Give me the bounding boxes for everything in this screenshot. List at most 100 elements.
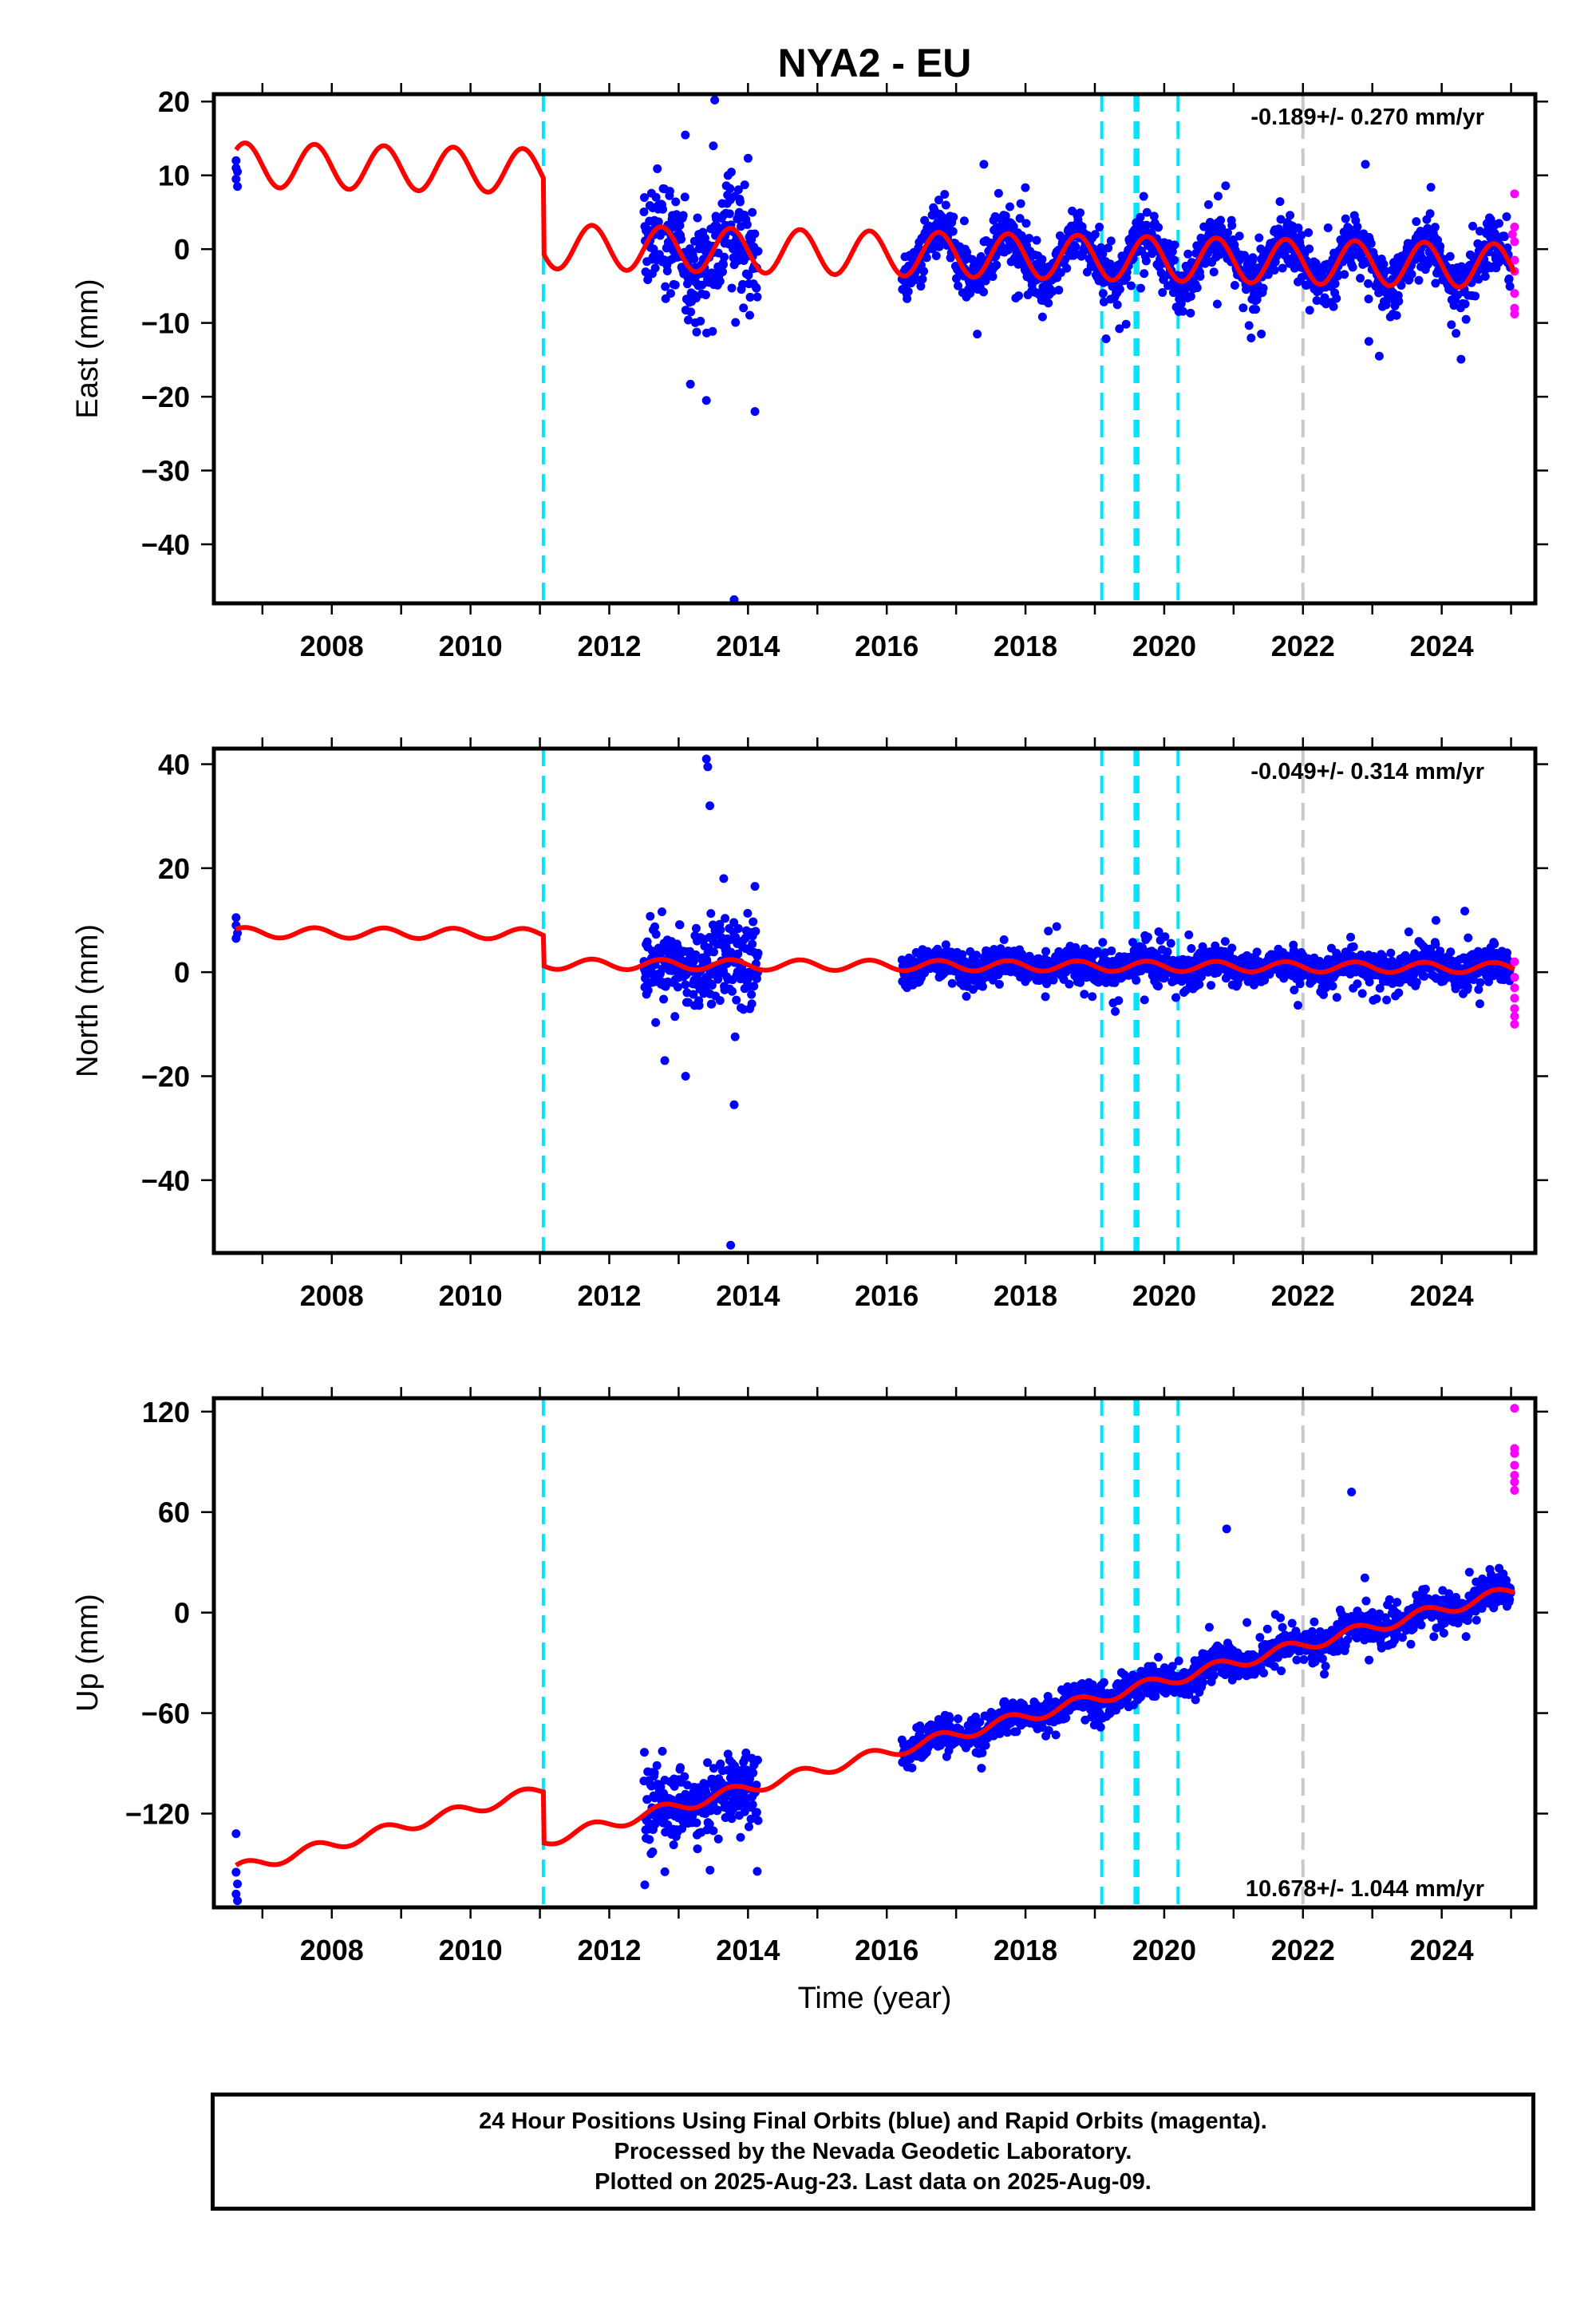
final-orbit-point bbox=[1412, 217, 1421, 227]
chart-title: NYA2 - EU bbox=[778, 41, 972, 85]
y-tick-label: −30 bbox=[141, 455, 190, 488]
final-orbit-point bbox=[1154, 927, 1163, 937]
final-orbit-point bbox=[751, 927, 760, 936]
x-tick-label: 2024 bbox=[1410, 630, 1474, 662]
final-orbit-point bbox=[753, 292, 762, 302]
final-orbit-point bbox=[677, 235, 686, 244]
final-orbit-point bbox=[1275, 197, 1285, 207]
final-orbit-point bbox=[1255, 1633, 1265, 1642]
final-orbit-point bbox=[1041, 947, 1051, 956]
final-orbit-point bbox=[639, 1748, 649, 1757]
final-orbit-point bbox=[1295, 979, 1305, 989]
rapid-orbit-point bbox=[1510, 310, 1519, 319]
final-orbit-point bbox=[1115, 284, 1124, 294]
final-orbit-point bbox=[676, 1763, 685, 1773]
final-orbit-point bbox=[1154, 1652, 1163, 1662]
final-orbit-point bbox=[1374, 351, 1384, 361]
final-orbit-point bbox=[1088, 992, 1097, 1002]
final-orbit-point bbox=[1203, 200, 1213, 209]
final-orbit-point bbox=[1114, 996, 1124, 1006]
final-orbit-point bbox=[685, 379, 695, 389]
final-orbit-point bbox=[1404, 927, 1413, 937]
final-orbit-point bbox=[726, 1240, 736, 1250]
final-orbit-point bbox=[1209, 267, 1219, 277]
final-orbit-point bbox=[1076, 208, 1085, 218]
final-orbit-point bbox=[979, 160, 989, 169]
final-orbit-point bbox=[1340, 270, 1349, 279]
final-orbit-point bbox=[691, 950, 701, 959]
final-orbit-point bbox=[1321, 1662, 1330, 1671]
final-orbit-point bbox=[654, 217, 663, 227]
final-orbit-point bbox=[1186, 308, 1195, 318]
final-orbit-point bbox=[733, 923, 743, 933]
final-orbit-point bbox=[1052, 922, 1061, 931]
final-orbit-point bbox=[658, 964, 667, 974]
final-orbit-point bbox=[1330, 279, 1340, 289]
final-orbit-point bbox=[1101, 334, 1111, 343]
x-tick-label: 2012 bbox=[577, 1279, 641, 1312]
final-orbit-point bbox=[1318, 990, 1328, 999]
final-orbit-point bbox=[1394, 296, 1404, 306]
final-orbit-point bbox=[1139, 192, 1148, 201]
final-orbit-point bbox=[1304, 227, 1314, 237]
final-orbit-point bbox=[640, 1880, 650, 1890]
final-orbit-point bbox=[1099, 297, 1108, 306]
final-orbit-point bbox=[1332, 294, 1341, 303]
final-orbit-point bbox=[1382, 995, 1392, 1005]
final-orbit-point bbox=[745, 292, 755, 302]
final-orbit-point bbox=[1160, 932, 1170, 942]
y-tick-label: 20 bbox=[158, 852, 190, 885]
final-orbit-point bbox=[1169, 255, 1179, 265]
final-orbit-point bbox=[1191, 1695, 1200, 1705]
final-orbit-point bbox=[940, 190, 950, 200]
final-orbit-point bbox=[1346, 932, 1356, 942]
final-orbit-point bbox=[651, 930, 661, 939]
final-orbit-point bbox=[1154, 982, 1163, 991]
final-orbit-point bbox=[739, 303, 749, 313]
final-orbit-point bbox=[729, 1100, 739, 1109]
final-orbit-point bbox=[1447, 320, 1456, 330]
final-orbit-point bbox=[745, 310, 755, 320]
final-orbit-point bbox=[658, 204, 668, 214]
final-orbit-point bbox=[1460, 907, 1470, 916]
final-orbit-point bbox=[1143, 932, 1152, 942]
final-orbit-point bbox=[726, 168, 736, 177]
final-orbit-point bbox=[1278, 263, 1287, 273]
final-orbit-point bbox=[951, 274, 961, 283]
final-orbit-point bbox=[727, 1814, 737, 1824]
final-orbit-point bbox=[1504, 274, 1514, 283]
final-orbit-point bbox=[709, 141, 718, 151]
rapid-orbit-point bbox=[1510, 983, 1519, 993]
final-orbit-point bbox=[691, 923, 701, 933]
final-orbit-point bbox=[729, 595, 739, 603]
final-orbit-point bbox=[1305, 306, 1314, 315]
final-orbit-point bbox=[1223, 228, 1232, 238]
final-orbit-point bbox=[903, 287, 913, 296]
final-orbit-point bbox=[1348, 263, 1357, 272]
y-tick-label: −20 bbox=[141, 381, 190, 413]
final-orbit-point bbox=[916, 282, 926, 291]
final-orbit-point bbox=[686, 307, 696, 317]
y-tick-label: 40 bbox=[158, 749, 190, 781]
final-orbit-point bbox=[1473, 239, 1483, 248]
final-orbit-point bbox=[1107, 946, 1116, 955]
final-orbit-point bbox=[1305, 244, 1314, 254]
final-orbit-point bbox=[1015, 214, 1025, 223]
y-axis-label-north: North (mm) bbox=[71, 924, 105, 1077]
final-orbit-point bbox=[959, 216, 969, 226]
final-orbit-point bbox=[1062, 263, 1072, 273]
x-tick-label: 2020 bbox=[1132, 630, 1196, 662]
final-orbit-point bbox=[1372, 994, 1381, 1003]
rapid-orbit-point bbox=[1510, 289, 1519, 298]
final-orbit-point bbox=[1248, 253, 1258, 263]
final-orbit-point bbox=[931, 251, 941, 260]
final-orbit-point bbox=[693, 213, 702, 223]
final-orbit-point bbox=[954, 1714, 963, 1724]
final-orbit-point bbox=[643, 275, 653, 285]
y-tick-label: −20 bbox=[141, 1060, 190, 1093]
final-orbit-point bbox=[1080, 990, 1089, 999]
final-orbit-point bbox=[1176, 298, 1186, 308]
final-orbit-point bbox=[1093, 948, 1103, 958]
x-tick-label: 2020 bbox=[1132, 1279, 1196, 1312]
final-orbit-point bbox=[681, 130, 690, 140]
